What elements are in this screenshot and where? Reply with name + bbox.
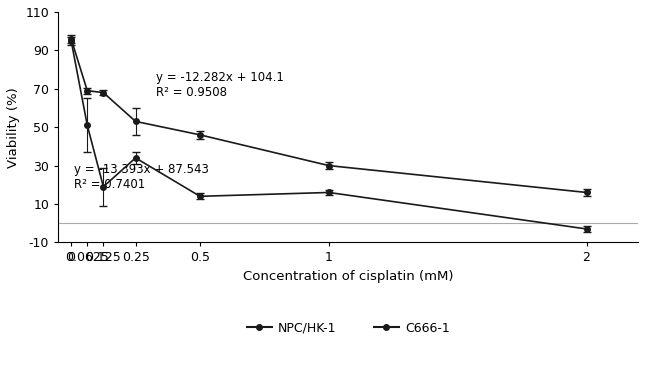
- Text: y = -13.393x + 87.543
R² = 0.7401: y = -13.393x + 87.543 R² = 0.7401: [74, 163, 208, 191]
- Text: y = -12.282x + 104.1
R² = 0.9508: y = -12.282x + 104.1 R² = 0.9508: [156, 71, 284, 99]
- X-axis label: Concentration of cisplatin (mM): Concentration of cisplatin (mM): [243, 270, 453, 283]
- Y-axis label: Viability (%): Viability (%): [7, 87, 20, 167]
- Legend: NPC/HK-1, C666-1: NPC/HK-1, C666-1: [241, 317, 455, 340]
